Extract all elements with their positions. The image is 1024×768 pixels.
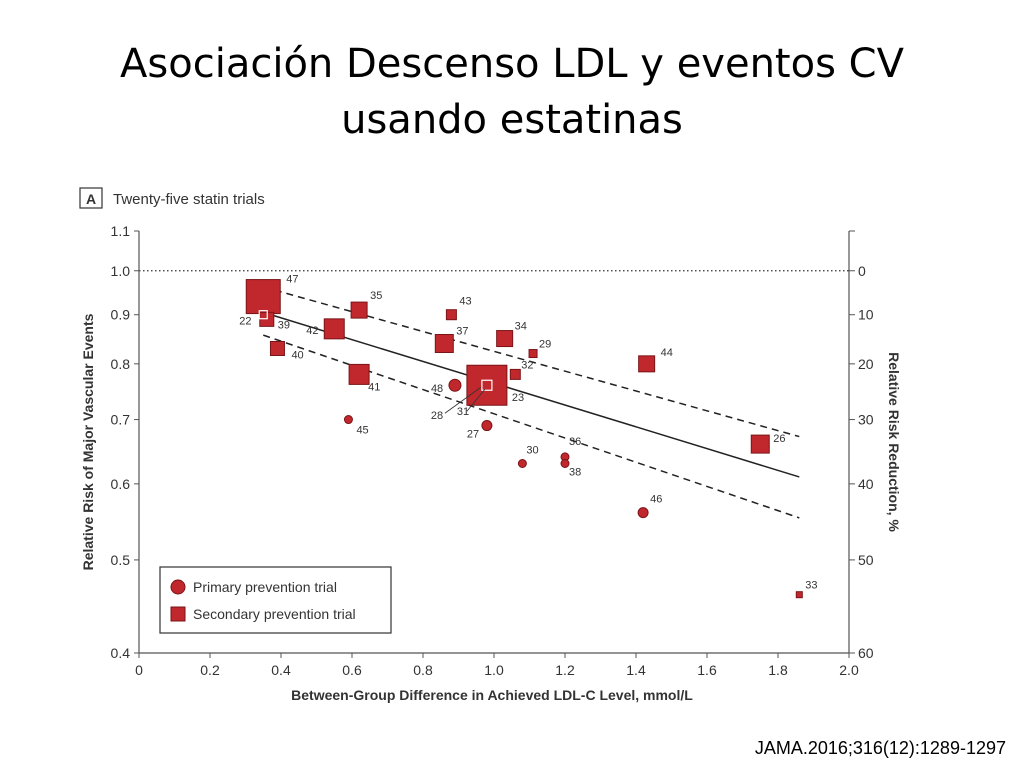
ci-lower-line bbox=[263, 334, 800, 519]
y-tick-label: 0.9 bbox=[111, 307, 131, 323]
y2-tick-label: 40 bbox=[858, 476, 874, 492]
point-label: 28 bbox=[431, 410, 443, 422]
point-label: 40 bbox=[291, 349, 303, 361]
leader-line bbox=[444, 386, 482, 414]
data-point-secondary-open bbox=[481, 379, 493, 391]
x-tick-label: 1.0 bbox=[484, 662, 504, 678]
data-point-primary bbox=[448, 378, 462, 392]
data-point-secondary-open bbox=[258, 310, 268, 320]
point-label: 39 bbox=[278, 319, 290, 331]
point-label: 33 bbox=[805, 580, 817, 592]
y-tick-label: 1.0 bbox=[111, 263, 131, 279]
point-label: 35 bbox=[370, 290, 382, 302]
slide-title: Asociación Descenso LDL y eventos CV usa… bbox=[0, 36, 1024, 148]
data-point-secondary bbox=[245, 279, 281, 315]
point-label: 29 bbox=[539, 339, 551, 351]
point-label: 31 bbox=[457, 406, 469, 418]
regression-line bbox=[263, 311, 800, 478]
y-tick-label: 0.7 bbox=[111, 412, 131, 428]
data-point-primary bbox=[517, 459, 527, 469]
y-axis-title: Relative Risk of Major Vascular Events bbox=[80, 313, 96, 570]
y-tick-label: 1.1 bbox=[111, 223, 131, 239]
data-point-primary bbox=[343, 415, 353, 425]
point-label: 46 bbox=[650, 494, 662, 506]
y-tick-label: 0.5 bbox=[111, 552, 131, 568]
legend-primary-marker bbox=[170, 579, 186, 595]
legend-box bbox=[159, 566, 392, 634]
data-point-primary bbox=[637, 507, 649, 519]
point-label: 37 bbox=[456, 325, 468, 337]
data-point-primary bbox=[560, 459, 570, 469]
point-label: 23 bbox=[512, 392, 524, 404]
panel-letter: A bbox=[86, 191, 96, 207]
point-label: 47 bbox=[286, 274, 298, 286]
legend-secondary-marker bbox=[170, 606, 186, 622]
y2-tick-label: 10 bbox=[858, 307, 874, 323]
legend-secondary-label: Secondary prevention trial bbox=[193, 606, 356, 622]
point-label: 38 bbox=[569, 467, 581, 479]
slide-title-line-1: Asociación Descenso LDL y eventos CV bbox=[120, 41, 904, 87]
x-tick-label: 0.8 bbox=[413, 662, 433, 678]
slide-title-line-2: usando estatinas bbox=[341, 97, 683, 143]
y2-axis-title: Relative Risk Reduction, % bbox=[886, 352, 902, 532]
y-tick-label: 0.6 bbox=[111, 476, 131, 492]
data-point-secondary bbox=[434, 333, 454, 353]
point-label: 43 bbox=[459, 296, 471, 308]
point-label: 48 bbox=[431, 383, 443, 395]
data-point-secondary bbox=[445, 309, 457, 321]
point-label: 22 bbox=[239, 316, 251, 328]
point-label: 44 bbox=[661, 347, 673, 359]
data-point-secondary bbox=[509, 368, 521, 380]
data-point-secondary bbox=[528, 349, 538, 359]
y2-tick-label: 30 bbox=[858, 412, 874, 428]
point-label: 27 bbox=[467, 429, 479, 441]
x-tick-label: 2.0 bbox=[839, 662, 859, 678]
point-label: 34 bbox=[515, 321, 527, 333]
data-point-secondary bbox=[750, 434, 770, 454]
x-tick-label: 0.2 bbox=[200, 662, 220, 678]
data-point-secondary bbox=[496, 330, 514, 348]
x-tick-label: 1.8 bbox=[768, 662, 788, 678]
data-point-secondary bbox=[795, 591, 803, 599]
data-point-secondary bbox=[269, 340, 285, 356]
panel-title: Twenty-five statin trials bbox=[113, 191, 265, 208]
point-label: 30 bbox=[526, 445, 538, 457]
y2-tick-label: 60 bbox=[858, 645, 874, 661]
point-label: 36 bbox=[569, 436, 581, 448]
x-tick-label: 1.6 bbox=[697, 662, 717, 678]
x-tick-label: 0 bbox=[135, 662, 143, 678]
data-point-secondary bbox=[466, 364, 508, 406]
legend-primary-label: Primary prevention trial bbox=[193, 579, 337, 595]
x-axis-title: Between-Group Difference in Achieved LDL… bbox=[291, 687, 693, 703]
leader-line bbox=[466, 388, 486, 412]
panel-letter-box bbox=[79, 187, 103, 209]
data-point-primary bbox=[481, 420, 493, 432]
data-point-secondary bbox=[638, 355, 656, 373]
y-tick-label: 0.4 bbox=[111, 645, 131, 661]
y2-tick-label: 0 bbox=[858, 263, 866, 279]
ci-upper-line bbox=[263, 286, 800, 438]
point-label: 45 bbox=[356, 425, 368, 437]
legend: Primary prevention trial Secondary preve… bbox=[159, 566, 392, 634]
data-point-secondary bbox=[350, 301, 368, 319]
y2-tick-label: 20 bbox=[858, 356, 874, 372]
point-label: 42 bbox=[306, 325, 318, 337]
point-label: 26 bbox=[773, 433, 785, 445]
x-tick-label: 0.4 bbox=[271, 662, 291, 678]
x-tick-label: 1.4 bbox=[626, 662, 646, 678]
citation: JAMA.2016;316(12):1289-1297 bbox=[754, 738, 1006, 758]
data-point-secondary bbox=[348, 363, 370, 385]
point-label: 41 bbox=[368, 381, 380, 393]
y2-tick-label: 50 bbox=[858, 552, 874, 568]
data-point-secondary bbox=[323, 318, 345, 340]
y-tick-label: 0.8 bbox=[111, 356, 131, 372]
point-label: 32 bbox=[521, 359, 533, 371]
x-tick-label: 1.2 bbox=[555, 662, 575, 678]
x-tick-label: 0.6 bbox=[342, 662, 362, 678]
